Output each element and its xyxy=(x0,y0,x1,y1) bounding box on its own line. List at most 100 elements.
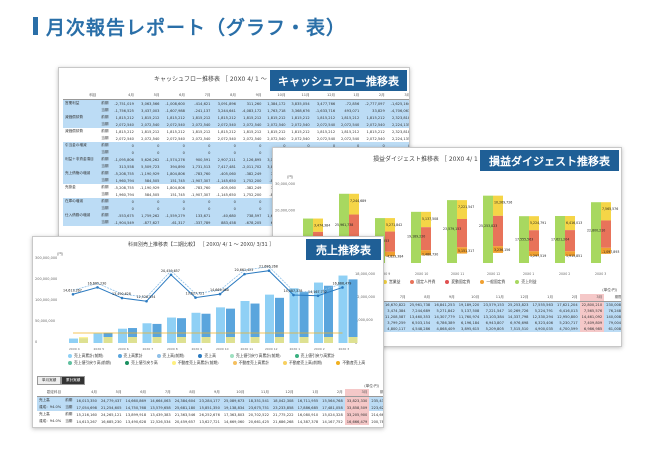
y2-tick-label: 18,000,000 xyxy=(355,272,375,276)
legend-swatch xyxy=(480,280,485,284)
data-label: 7,565,576 xyxy=(602,207,618,211)
table-cell: 235,436,181 xyxy=(369,396,383,404)
sales-point xyxy=(341,286,344,289)
table-cell: -2,751,019 xyxy=(110,99,136,107)
data-label: 3,236,156 xyxy=(494,248,510,252)
table-cell: 1,815,212 xyxy=(263,114,288,121)
table-cell: 1,731,513 xyxy=(186,163,213,170)
row-label xyxy=(63,135,98,142)
table-cell: 16,841,253 xyxy=(432,301,457,308)
real-estate-bar xyxy=(79,337,88,343)
data-label: -1,097,893 xyxy=(602,250,619,254)
column-header: 10月 xyxy=(221,389,247,397)
table-cell: -382,249 xyxy=(245,185,262,190)
table-cell: 1,815,212 xyxy=(267,129,286,134)
y-tick-label: 50,000,000 xyxy=(35,319,55,323)
column-header: 11月 xyxy=(246,389,272,397)
table-cell: 1,815,212 xyxy=(141,129,160,134)
row-label: 売上債権の増減 xyxy=(63,170,99,177)
table-cell: 2,072,540 xyxy=(217,136,236,141)
table-cell: 2,072,540 xyxy=(287,121,312,128)
table-cell: -4,083,172 xyxy=(237,107,264,114)
cumulative-button[interactable]: 累計実績 xyxy=(61,376,86,385)
row-label xyxy=(63,219,99,226)
current-cumulative-bar xyxy=(152,323,162,343)
table-cell: 1,763,718 xyxy=(263,107,288,114)
row-label: 在庫の増減 xyxy=(63,198,99,205)
table-cell: 16,013,350 xyxy=(74,396,99,404)
y-tick-label: 200,000,000 xyxy=(35,277,57,281)
row-period: 前期 xyxy=(98,142,111,149)
column-header: 8月 xyxy=(407,294,433,302)
y-unit-label: (円) xyxy=(287,175,294,179)
table-cell: 15,216,160 xyxy=(76,412,97,417)
table-cell: -5,208,755 xyxy=(114,185,134,190)
row-period: 当期 xyxy=(98,121,111,128)
y-tick-label: 20,000,000 xyxy=(275,209,295,213)
row-label xyxy=(63,177,99,184)
table-cell: 15,851,350 xyxy=(197,404,222,411)
data-label: 19,189,220 xyxy=(407,235,425,239)
table-cell: 10,269,726 xyxy=(505,308,531,314)
table-cell: 20,702,522 xyxy=(248,412,270,417)
column-header: 4月 xyxy=(110,92,136,100)
cost-segment xyxy=(565,251,575,256)
column-header: 1月 xyxy=(337,92,362,100)
table-row: 営業利益 前期 -2,751,019 3,063,566 -1,008,600 -414,… xyxy=(63,99,409,107)
column-header: 7月 xyxy=(383,294,408,302)
table-cell: 2,907,211 xyxy=(212,156,238,163)
data-label: 5,151,317 xyxy=(458,249,474,253)
legend-label: 変動固定費 xyxy=(451,279,471,284)
prior-cumulative-bar xyxy=(191,312,201,343)
table-row: 11,208,587 13,460,353 14,307,779 11,760,974… xyxy=(383,314,621,320)
legend-swatch xyxy=(229,354,234,358)
cost-segment xyxy=(421,250,431,256)
prior-cumulative-bar xyxy=(167,317,176,343)
table-cell: 3,799,259 xyxy=(383,320,408,326)
table-cell: 17,621,204 xyxy=(555,301,580,308)
prior-cumulative-bar xyxy=(314,282,323,343)
cost-segment xyxy=(493,195,503,216)
legend-label: 不動産売上高累計(前期) xyxy=(177,360,219,365)
data-label: 6,416,013 xyxy=(566,221,582,225)
single-month-button[interactable]: 単月実績 xyxy=(37,376,62,385)
table-cell: -1,574,276 xyxy=(161,156,187,163)
table-cell: 0 xyxy=(263,142,288,149)
table-cell: 18,042,308 xyxy=(271,396,296,404)
row-label: 売上高 xyxy=(37,396,64,404)
table-row: 当期 -1,756,525 3,437,003 -1,607,988 -241,137 3… xyxy=(63,107,409,114)
table-cell: 2,072,540 xyxy=(115,136,134,141)
column-header: 11月 xyxy=(287,92,312,100)
x-tick-label: 20X0 10 xyxy=(216,347,229,351)
table-cell: -553,675 xyxy=(110,212,136,219)
sales-bar xyxy=(447,200,457,263)
table-cell: -405,060 xyxy=(219,185,236,190)
row-label xyxy=(63,107,99,114)
table-cell: 1,804,806 xyxy=(161,170,187,177)
table-cell: 5,209,805 xyxy=(481,326,506,332)
table-cell: 0 xyxy=(161,149,187,156)
table-cell: 17,363,803 xyxy=(223,412,245,417)
real-estate-bar xyxy=(103,337,113,343)
table-cell: 21,254,605 xyxy=(98,404,124,411)
table-cell: 11,208,587 xyxy=(383,314,408,320)
table-cell: 0 xyxy=(337,142,362,149)
legend-label: 売上高 xyxy=(204,353,216,358)
table-cell: 22,800,210 xyxy=(579,301,605,308)
table-cell: -4,706,063 xyxy=(386,107,409,114)
table-cell: 14,307,779 xyxy=(432,314,457,320)
y-unit-label: (円) xyxy=(57,252,64,256)
table-cell: 61,008,661 xyxy=(604,326,621,332)
sales-bar xyxy=(483,195,493,263)
row-label: 営業利益 xyxy=(63,99,99,107)
table-cell: 6,323,406 xyxy=(530,320,556,326)
row-label: 売上高 xyxy=(39,412,50,416)
table-cell: 1,815,212 xyxy=(316,129,336,134)
table-cell: 0 xyxy=(237,142,264,149)
table-cell: 313,558 xyxy=(110,163,136,170)
table-cell: 230,008,444 xyxy=(604,301,621,308)
row-period: 前期 xyxy=(98,198,111,205)
table-cell: -1,907,307 xyxy=(186,177,213,184)
table-cell: 33,823,330 xyxy=(344,396,370,404)
table-cell: 2,072,540 xyxy=(291,136,310,141)
